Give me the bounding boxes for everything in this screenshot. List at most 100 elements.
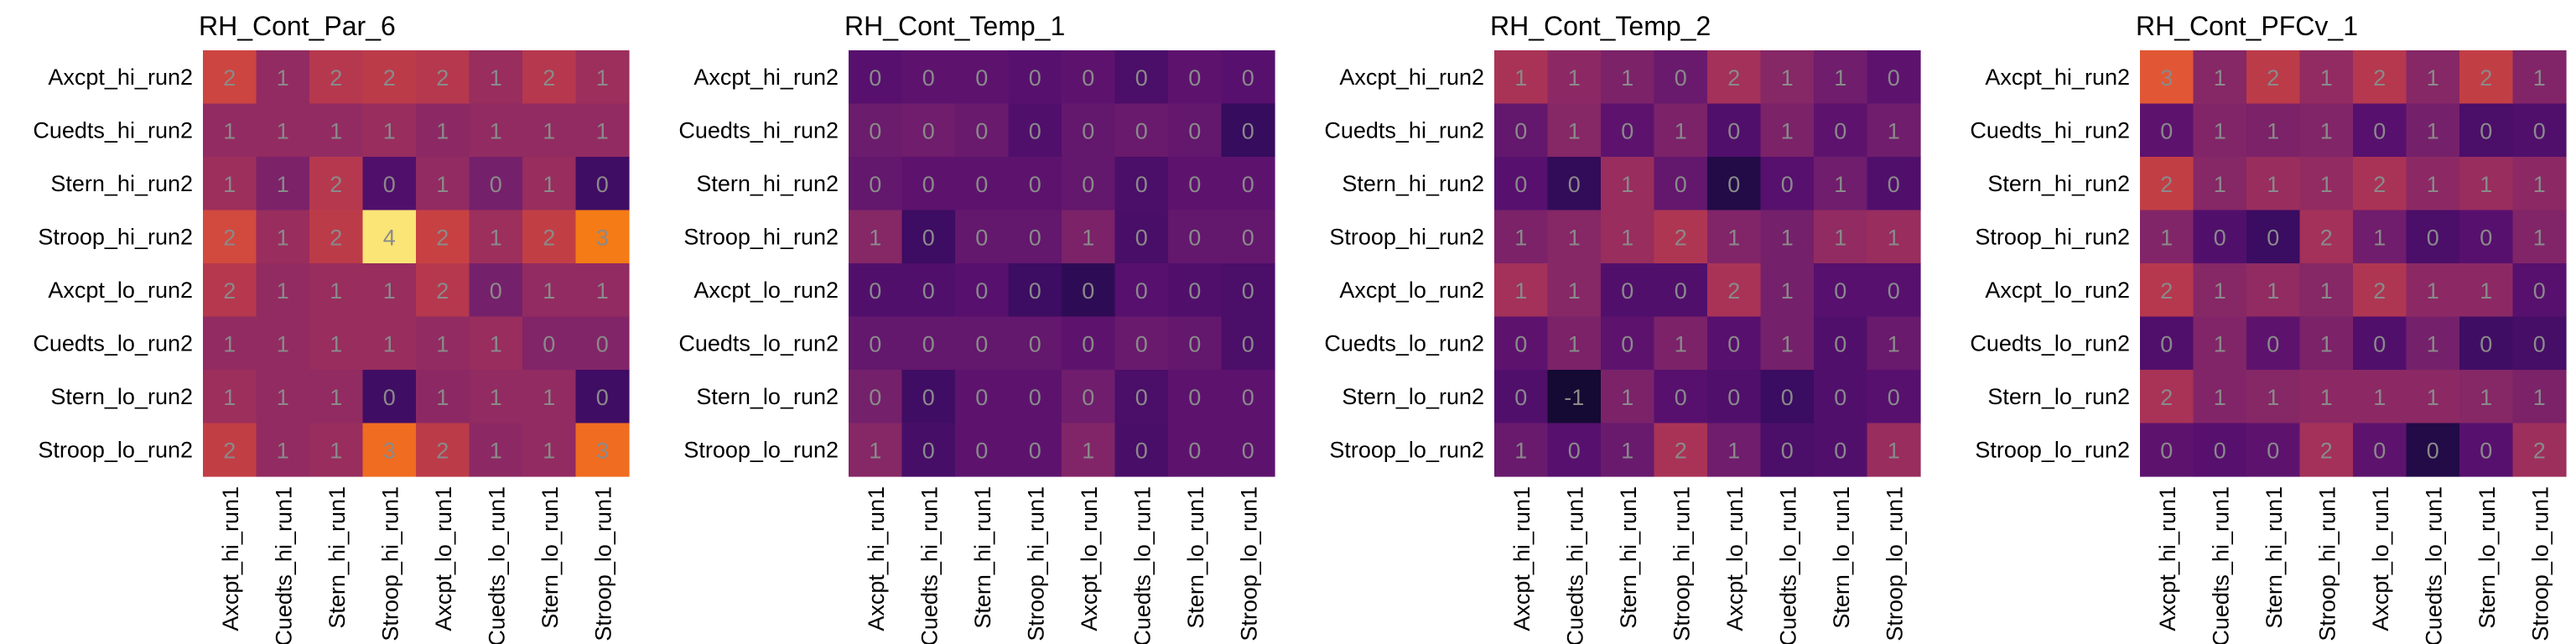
heatmap-cell (2406, 263, 2460, 318)
column-tick-label: Cuedts_hi_run1 (1562, 486, 1587, 644)
heatmap-cell (2459, 316, 2514, 371)
cell-value-label: 1 (436, 172, 449, 197)
cell-value-label: 2 (2160, 278, 2173, 304)
heatmap-cell (1062, 50, 1116, 105)
heatmap-cell (575, 210, 630, 264)
row-tick-label: Stern_lo_run2 (696, 384, 839, 409)
heatmap-cell (1707, 210, 1762, 264)
cell-value-label: 0 (869, 278, 881, 304)
cell-value-label: 0 (1029, 438, 1041, 463)
heatmap-cell (2193, 210, 2247, 264)
heatmap-cell (1601, 316, 1655, 371)
cell-value-label: 0 (1135, 331, 1148, 356)
heatmap-cell (1494, 316, 1549, 371)
cell-value-label: 1 (490, 225, 502, 250)
heatmap-cell (2512, 157, 2567, 211)
cell-value-label: 1 (1888, 118, 1900, 143)
cell-value-label: 1 (383, 331, 396, 356)
row-tick-label: Stern_lo_run2 (50, 384, 193, 409)
heatmap-cell (1654, 210, 1708, 264)
cell-value-label: 2 (2373, 278, 2386, 304)
cell-value-label: 0 (1082, 385, 1094, 410)
cell-value-label: 1 (2214, 65, 2226, 91)
cell-value-label: 1 (490, 385, 502, 410)
cell-value-label: 0 (1675, 172, 1687, 197)
cell-value-label: 0 (1029, 385, 1041, 410)
cell-value-label: 0 (1188, 65, 1201, 91)
heatmap-cell (2140, 263, 2194, 318)
cell-value-label: 1 (1675, 118, 1687, 143)
heatmap-cell (2512, 263, 2567, 318)
row-tick-label: Stroop_hi_run2 (1975, 224, 2130, 249)
heatmap-cell (1062, 210, 1116, 264)
heatmap-cell (1601, 210, 1655, 264)
heatmap-cell (2299, 50, 2354, 105)
cell-value-label: 0 (1888, 65, 1900, 91)
cell-value-label: 1 (1781, 331, 1794, 356)
cell-value-label: 1 (490, 118, 502, 143)
cell-value-label: 0 (1727, 118, 1740, 143)
heatmap-cell (2140, 316, 2194, 371)
heatmap-cell (309, 370, 364, 424)
heatmap-cell (2406, 50, 2460, 105)
cell-value-label: 2 (2320, 225, 2333, 250)
cell-value-label: 1 (2480, 172, 2492, 197)
column-tick-label: Cuedts_hi_run1 (271, 486, 296, 644)
heatmap-cell (2299, 370, 2354, 424)
cell-value-label: 0 (1621, 118, 1633, 143)
cell-value-label: 1 (223, 172, 236, 197)
cell-value-label: 1 (1834, 65, 1846, 91)
heatmap-cell (575, 103, 630, 158)
heatmap-cell (1168, 157, 1223, 211)
heatmap-cell (309, 423, 364, 477)
heatmap-cell (2246, 210, 2301, 264)
heatmap-cell (256, 370, 310, 424)
cell-value-label: 0 (2160, 438, 2173, 463)
heatmap-cell (1814, 370, 1868, 424)
column-tick-label: Stroop_hi_run1 (1023, 486, 1048, 641)
heatmap-cell (901, 157, 956, 211)
heatmap-cell (2512, 370, 2567, 424)
cell-value-label: 2 (223, 278, 236, 304)
column-tick-label: Cuedts_lo_run1 (2421, 486, 2446, 644)
heatmap-cell (1494, 210, 1549, 264)
cell-value-label: 2 (436, 65, 449, 91)
heatmap-cell (1867, 316, 1921, 371)
heatmap-cell (1114, 370, 1169, 424)
heatmap-cell (1654, 103, 1708, 158)
cell-value-label: 1 (330, 331, 342, 356)
cell-value-label: 0 (1029, 225, 1041, 250)
cell-value-label: 0 (1135, 65, 1148, 91)
cell-value-label: 1 (277, 278, 289, 304)
cell-value-label: 1 (1514, 225, 1527, 250)
cell-value-label: 0 (1621, 278, 1633, 304)
heatmap-cell (1547, 263, 1602, 318)
heatmap-cell (203, 263, 257, 318)
cell-value-label: 0 (2427, 225, 2439, 250)
cell-value-label: 0 (2214, 438, 2226, 463)
heatmap-cell (2193, 316, 2247, 371)
cell-value-label: 1 (543, 118, 555, 143)
heatmap-cell (901, 210, 956, 264)
heatmap-cell (2353, 370, 2407, 424)
heatmap-cell (362, 263, 417, 318)
cell-value-label: 0 (543, 331, 555, 356)
cell-value-label: 1 (277, 385, 289, 410)
cell-value-label: 0 (2160, 118, 2173, 143)
heatmap-cell (1547, 370, 1602, 424)
heatmap-cell (1494, 263, 1549, 318)
cell-value-label: 0 (2533, 278, 2546, 304)
heatmap-cell (1707, 423, 1762, 477)
cell-value-label: 0 (1888, 172, 1900, 197)
heatmap-cell (2193, 263, 2247, 318)
cell-value-label: 1 (1514, 278, 1527, 304)
column-tick-label: Cuedts_lo_run1 (1130, 486, 1155, 644)
cell-value-label: 1 (1675, 331, 1687, 356)
heatmap-cell (1814, 50, 1868, 105)
heatmap-cell (1547, 423, 1602, 477)
cell-value-label: 0 (2160, 331, 2173, 356)
cell-value-label: 1 (1082, 225, 1094, 250)
cell-value-label: 1 (330, 385, 342, 410)
cell-value-label: 1 (277, 331, 289, 356)
row-tick-label: Axcpt_lo_run2 (48, 278, 193, 303)
